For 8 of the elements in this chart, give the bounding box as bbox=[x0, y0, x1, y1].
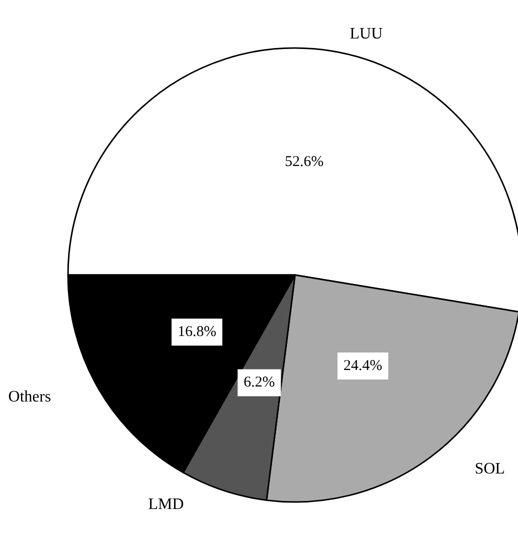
data-label: 6.2% bbox=[244, 374, 275, 391]
data-label: 24.4% bbox=[343, 358, 382, 374]
slice-label: LUU bbox=[350, 25, 384, 42]
slice-label: Others bbox=[8, 388, 51, 406]
slice-label: SOL bbox=[474, 460, 505, 478]
data-label: 52.6% bbox=[284, 154, 324, 170]
data-label: 16.8% bbox=[178, 324, 216, 340]
slice-label: LMD bbox=[148, 496, 184, 514]
